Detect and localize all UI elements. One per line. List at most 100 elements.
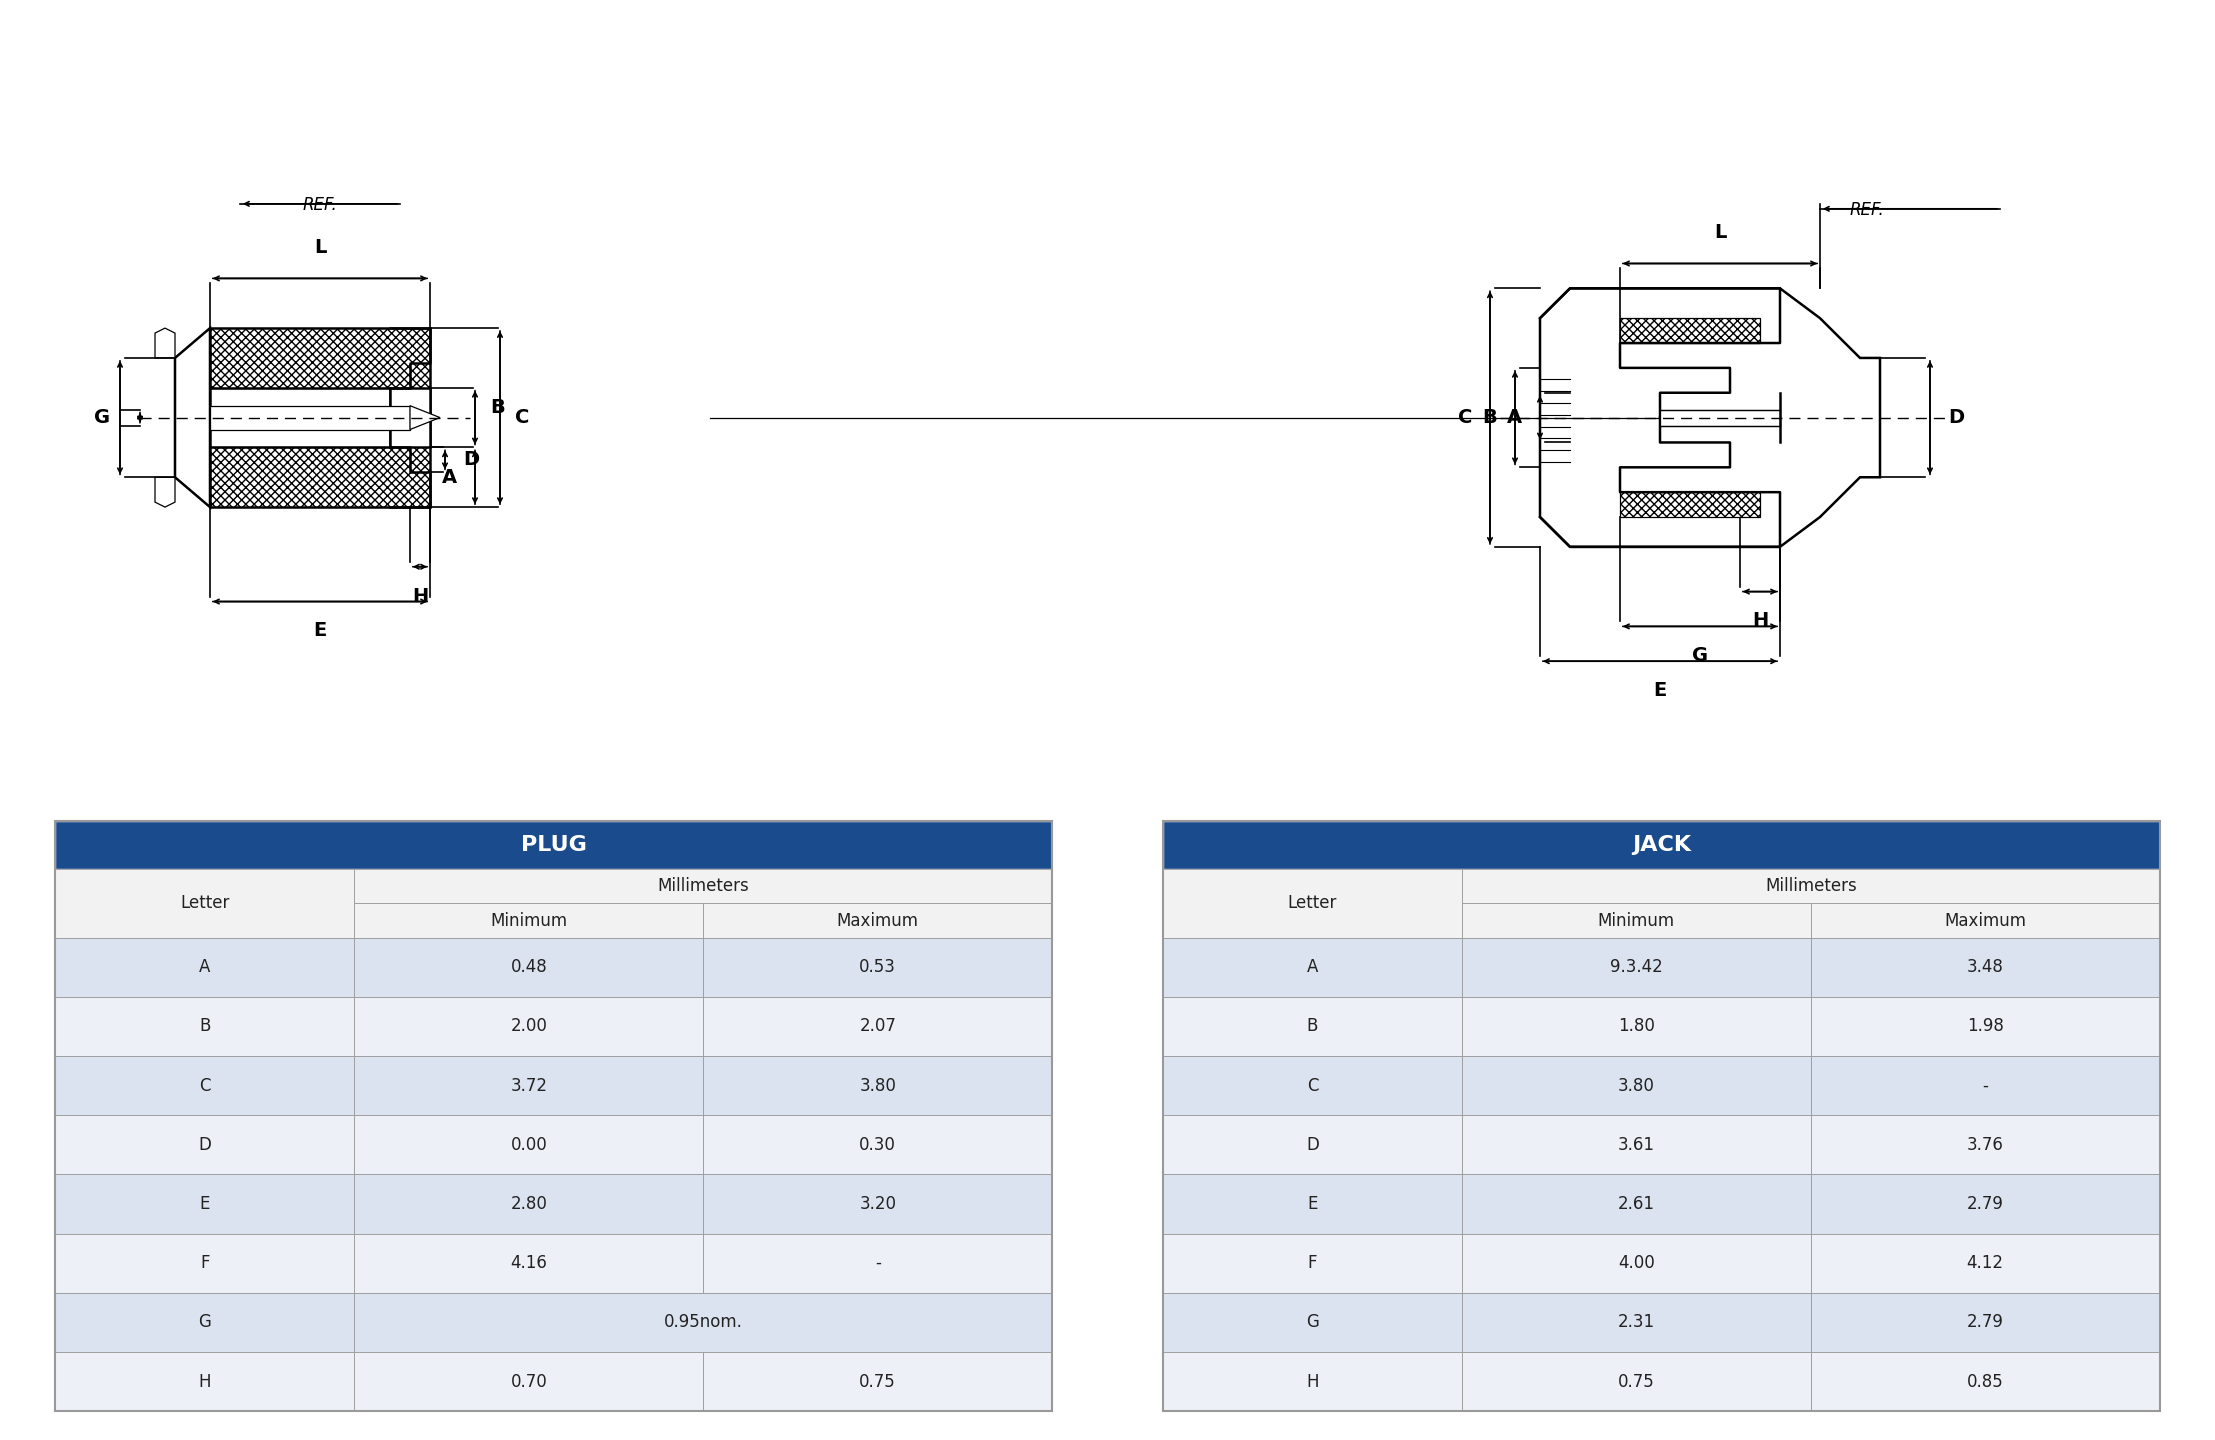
- Bar: [1462, 1115, 1812, 1175]
- Text: A: A: [441, 468, 456, 487]
- Bar: [704, 996, 1052, 1056]
- Text: -: -: [1982, 1077, 1989, 1094]
- Text: 2.79: 2.79: [1967, 1195, 2005, 1212]
- Text: A: A: [1307, 958, 1318, 976]
- Text: Millimeters: Millimeters: [658, 877, 749, 896]
- Bar: [1163, 937, 1462, 996]
- Bar: [390, 387, 430, 448]
- Text: C: C: [1307, 1077, 1318, 1094]
- Text: C: C: [516, 408, 529, 428]
- Bar: [354, 937, 704, 996]
- Bar: [1812, 1115, 2160, 1175]
- Bar: [1812, 1293, 2160, 1352]
- Text: F: F: [199, 1254, 210, 1272]
- Text: 2.07: 2.07: [859, 1018, 897, 1035]
- Bar: [55, 1352, 354, 1411]
- Bar: [55, 870, 354, 937]
- Text: 2.31: 2.31: [1617, 1313, 1655, 1332]
- Bar: [210, 387, 390, 448]
- Bar: [354, 1056, 704, 1115]
- Text: 2.79: 2.79: [1967, 1313, 2005, 1332]
- Text: 0.70: 0.70: [509, 1372, 547, 1391]
- Text: 0.95nom.: 0.95nom.: [664, 1313, 742, 1332]
- Text: PLUG: PLUG: [521, 835, 587, 855]
- Text: 3.76: 3.76: [1967, 1136, 2005, 1153]
- Bar: [1812, 903, 2160, 937]
- Text: C: C: [199, 1077, 210, 1094]
- Bar: [354, 996, 704, 1056]
- Bar: [704, 903, 1052, 937]
- Text: 0.75: 0.75: [859, 1372, 897, 1391]
- Text: H: H: [412, 586, 427, 606]
- Bar: [1812, 996, 2160, 1056]
- Text: Maximum: Maximum: [1945, 912, 2027, 930]
- Bar: [1163, 1175, 1462, 1234]
- Bar: [55, 821, 1052, 870]
- Bar: [354, 903, 704, 937]
- Bar: [354, 870, 1052, 903]
- Text: 3.61: 3.61: [1617, 1136, 1655, 1153]
- Text: 0.85: 0.85: [1967, 1372, 2005, 1391]
- Bar: [354, 1115, 704, 1175]
- Text: H: H: [1307, 1372, 1318, 1391]
- Text: JACK: JACK: [1632, 835, 1690, 855]
- Text: 3.80: 3.80: [859, 1077, 897, 1094]
- Polygon shape: [410, 406, 441, 429]
- Bar: [704, 1115, 1052, 1175]
- Text: -: -: [875, 1254, 882, 1272]
- Bar: [55, 1056, 354, 1115]
- Bar: [55, 1115, 354, 1175]
- Text: B: B: [199, 1018, 210, 1035]
- Polygon shape: [155, 328, 175, 359]
- Text: D: D: [463, 451, 478, 469]
- Text: B: B: [490, 397, 505, 418]
- Text: G: G: [1307, 1313, 1318, 1332]
- Polygon shape: [175, 328, 210, 507]
- Text: REF.: REF.: [303, 196, 337, 213]
- Text: Millimeters: Millimeters: [1765, 877, 1856, 896]
- Text: 0.00: 0.00: [509, 1136, 547, 1153]
- Text: G: G: [93, 408, 111, 428]
- Text: F: F: [1307, 1254, 1318, 1272]
- Bar: [1163, 821, 2160, 870]
- Text: H: H: [1752, 612, 1768, 631]
- Text: 1.80: 1.80: [1617, 1018, 1655, 1035]
- Text: A: A: [199, 958, 210, 976]
- Bar: [1163, 870, 1462, 937]
- Text: 3.48: 3.48: [1967, 958, 2005, 976]
- Text: E: E: [1307, 1195, 1318, 1212]
- Text: 0.75: 0.75: [1617, 1372, 1655, 1391]
- Bar: [1812, 1352, 2160, 1411]
- Bar: [1619, 492, 1761, 517]
- Text: Minimum: Minimum: [490, 912, 567, 930]
- Text: E: E: [312, 622, 326, 641]
- Bar: [704, 1352, 1052, 1411]
- Bar: [1163, 1056, 1462, 1115]
- Bar: [1812, 1234, 2160, 1293]
- Bar: [55, 1175, 354, 1234]
- Text: 2.61: 2.61: [1617, 1195, 1655, 1212]
- Text: D: D: [1307, 1136, 1318, 1153]
- Text: 2.80: 2.80: [509, 1195, 547, 1212]
- Bar: [1812, 1175, 2160, 1234]
- Text: 0.30: 0.30: [859, 1136, 897, 1153]
- Text: L: L: [315, 238, 326, 256]
- Bar: [55, 1293, 354, 1352]
- Text: 4.00: 4.00: [1617, 1254, 1655, 1272]
- Bar: [1462, 996, 1812, 1056]
- Bar: [55, 1234, 354, 1293]
- Bar: [1163, 1234, 1462, 1293]
- Polygon shape: [155, 477, 175, 507]
- Text: 4.12: 4.12: [1967, 1254, 2005, 1272]
- Bar: [1163, 996, 1462, 1056]
- Bar: [1812, 937, 2160, 996]
- Bar: [704, 937, 1052, 996]
- Bar: [1462, 1234, 1812, 1293]
- Bar: [210, 328, 430, 507]
- Text: G: G: [1692, 647, 1708, 665]
- Text: 1.98: 1.98: [1967, 1018, 2005, 1035]
- Bar: [1163, 1352, 1462, 1411]
- Bar: [704, 1234, 1052, 1293]
- Bar: [1462, 1293, 1812, 1352]
- Bar: [354, 1352, 704, 1411]
